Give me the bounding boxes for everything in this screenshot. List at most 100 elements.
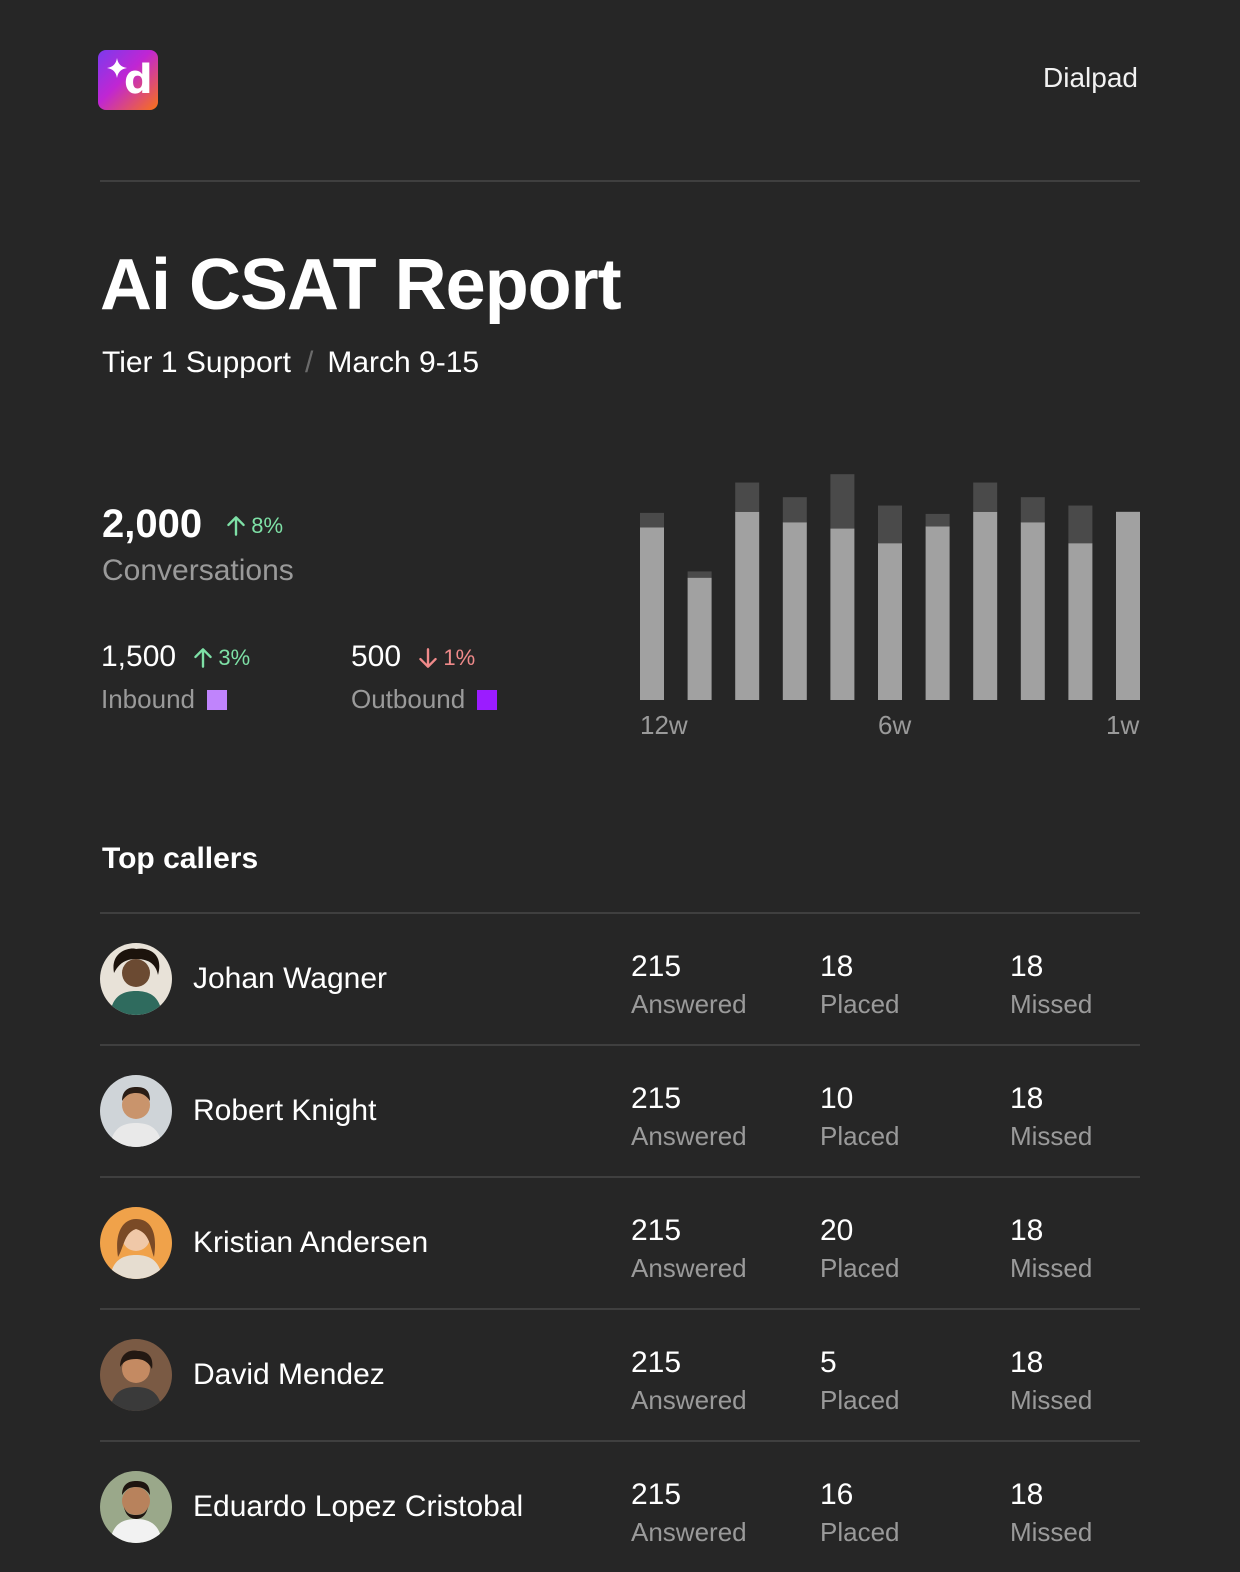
avatar[interactable] bbox=[100, 1339, 172, 1411]
table-row[interactable]: Johan Wagner 215 Answered 18 Placed 18 M… bbox=[100, 912, 1140, 1044]
table-row[interactable]: David Mendez 215 Answered 5 Placed 18 Mi… bbox=[100, 1308, 1140, 1440]
user-avatar-icon bbox=[100, 1339, 172, 1411]
page-title: Ai CSAT Report bbox=[100, 245, 622, 325]
inbound-swatch bbox=[206, 689, 227, 710]
sparkle-icon bbox=[107, 58, 127, 78]
bar-6w-segment-1[interactable] bbox=[925, 513, 950, 527]
breadcrumb-separator: / bbox=[304, 346, 314, 379]
answered-count: 215 bbox=[631, 1082, 682, 1115]
outbound-delta: 1% bbox=[415, 645, 475, 671]
caller-name[interactable]: Kristian Andersen bbox=[193, 1226, 429, 1259]
bar-9w-segment-0[interactable] bbox=[782, 522, 807, 700]
missed-count: 18 bbox=[1010, 950, 1044, 983]
placed-stat: 5 Placed bbox=[820, 1346, 900, 1420]
answered-stat: 215 Answered bbox=[631, 950, 747, 1024]
placed-stat: 16 Placed bbox=[820, 1478, 900, 1552]
placed-label: Placed bbox=[820, 1517, 900, 1547]
answered-count: 215 bbox=[631, 950, 682, 983]
answered-count: 215 bbox=[631, 1478, 682, 1511]
placed-count: 10 bbox=[820, 1082, 854, 1115]
placed-count: 20 bbox=[820, 1214, 854, 1247]
breadcrumb-team[interactable]: Tier 1 Support bbox=[102, 346, 291, 379]
conversations-delta: 8% bbox=[223, 513, 283, 539]
missed-count: 18 bbox=[1010, 1478, 1044, 1511]
weekly-conversations-chart: 12w 6w 1w bbox=[630, 470, 1188, 750]
placed-stat: 10 Placed bbox=[820, 1082, 900, 1156]
conversations-metric: 2,000 8% bbox=[102, 502, 283, 547]
bar-5w-segment-1[interactable] bbox=[973, 482, 998, 512]
user-avatar-icon bbox=[100, 943, 172, 1015]
avatar[interactable] bbox=[100, 943, 172, 1015]
bar-12w-segment-0[interactable] bbox=[640, 527, 664, 701]
answered-label: Answered bbox=[631, 1517, 747, 1547]
bar-12w-segment-1[interactable] bbox=[640, 512, 664, 528]
placed-label: Placed bbox=[820, 1385, 900, 1415]
missed-label: Missed bbox=[1010, 1253, 1093, 1283]
arrow-up-icon bbox=[194, 648, 213, 668]
bar-9w-segment-1[interactable] bbox=[782, 497, 807, 523]
bar-11w-segment-1[interactable] bbox=[687, 571, 712, 578]
placed-stat: 20 Placed bbox=[820, 1214, 900, 1288]
caller-name[interactable]: David Mendez bbox=[193, 1358, 385, 1391]
bar-10w-segment-1[interactable] bbox=[735, 482, 760, 512]
missed-count: 18 bbox=[1010, 1346, 1044, 1379]
bar-4w-segment-0[interactable] bbox=[1020, 522, 1045, 700]
avatar[interactable] bbox=[100, 1471, 172, 1543]
missed-stat: 18 Missed bbox=[1010, 1082, 1092, 1156]
answered-stat: 215 Answered bbox=[631, 1478, 747, 1552]
placed-count: 16 bbox=[820, 1478, 854, 1511]
answered-stat: 215 Answered bbox=[631, 1082, 747, 1156]
table-row[interactable]: Eduardo Lopez Cristobal 215 Answered 16 … bbox=[100, 1440, 1140, 1572]
bar-4w-segment-1[interactable] bbox=[1020, 497, 1045, 523]
table-row[interactable]: Kristian Andersen 215 Answered 20 Placed… bbox=[100, 1176, 1140, 1308]
avatar[interactable] bbox=[100, 1207, 172, 1279]
table-row[interactable]: Robert Knight 215 Answered 10 Placed 18 … bbox=[100, 1044, 1140, 1176]
caller-name[interactable]: Robert Knight bbox=[193, 1094, 377, 1127]
inbound-label: Inbound bbox=[101, 684, 195, 714]
user-avatar-icon bbox=[100, 1207, 172, 1279]
report-page: d Dialpad Ai CSAT Report Tier 1 Support /… bbox=[98, 0, 1188, 1560]
inbound-value: 1,500 bbox=[101, 640, 177, 673]
bar-3w-segment-1[interactable] bbox=[1068, 505, 1093, 544]
bar-6w-segment-0[interactable] bbox=[925, 526, 950, 700]
outbound-delta-value: 1% bbox=[443, 645, 476, 671]
bar-3w-segment-0[interactable] bbox=[1068, 543, 1093, 700]
bar-7w-segment-1[interactable] bbox=[878, 505, 902, 544]
avatar[interactable] bbox=[100, 1075, 172, 1147]
dialpad-logo-icon: d bbox=[98, 50, 158, 110]
missed-stat: 18 Missed bbox=[1010, 1478, 1092, 1552]
missed-count: 18 bbox=[1010, 1214, 1044, 1247]
breadcrumb: Tier 1 Support / March 9-15 bbox=[102, 346, 479, 380]
caller-name[interactable]: Eduardo Lopez Cristobal bbox=[193, 1490, 524, 1523]
breadcrumb-date-range[interactable]: March 9-15 bbox=[327, 346, 480, 379]
placed-label: Placed bbox=[820, 989, 900, 1019]
answered-count: 215 bbox=[631, 1214, 682, 1247]
inbound-legend: Inbound bbox=[101, 684, 227, 715]
bar-2w-segment-0[interactable] bbox=[1116, 511, 1140, 700]
missed-label: Missed bbox=[1010, 989, 1093, 1019]
missed-stat: 18 Missed bbox=[1010, 1346, 1092, 1420]
x-tick-12w: 12w bbox=[640, 710, 688, 740]
user-avatar-icon bbox=[100, 1075, 172, 1147]
bar-11w-segment-0[interactable] bbox=[687, 577, 712, 700]
missed-label: Missed bbox=[1010, 1385, 1093, 1415]
bar-7w-segment-0[interactable] bbox=[878, 543, 902, 700]
answered-label: Answered bbox=[631, 1121, 747, 1151]
brand-name[interactable]: Dialpad bbox=[1043, 62, 1138, 93]
answered-label: Answered bbox=[631, 1385, 747, 1415]
outbound-swatch bbox=[477, 689, 498, 710]
missed-count: 18 bbox=[1010, 1082, 1044, 1115]
top-callers-table: Johan Wagner 215 Answered 18 Placed 18 M… bbox=[100, 912, 1140, 1572]
bar-8w-segment-0[interactable] bbox=[830, 528, 855, 700]
inbound-metric: 1,500 3% bbox=[101, 640, 250, 674]
missed-stat: 18 Missed bbox=[1010, 1214, 1092, 1288]
bar-8w-segment-1[interactable] bbox=[830, 474, 855, 529]
inbound-delta: 3% bbox=[190, 645, 250, 671]
answered-count: 215 bbox=[631, 1346, 682, 1379]
bar-10w-segment-0[interactable] bbox=[735, 511, 760, 700]
missed-label: Missed bbox=[1010, 1517, 1093, 1547]
outbound-legend: Outbound bbox=[351, 684, 498, 715]
bar-5w-segment-0[interactable] bbox=[973, 511, 998, 700]
caller-name[interactable]: Johan Wagner bbox=[193, 962, 388, 995]
x-tick-6w: 6w bbox=[878, 710, 912, 740]
